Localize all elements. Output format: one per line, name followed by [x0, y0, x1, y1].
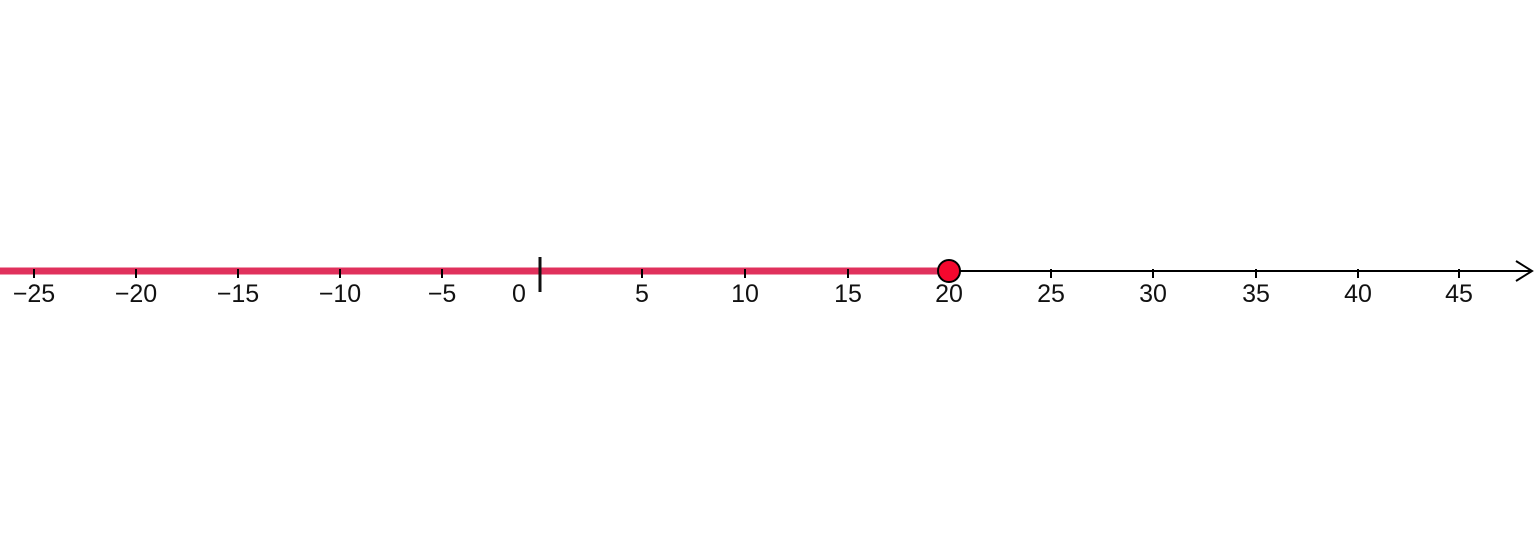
tick-label-45: 45 [1445, 280, 1473, 308]
tick-label-10: 10 [731, 280, 759, 308]
tick-label-40: 40 [1344, 280, 1372, 308]
tick-label-neg10: −10 [319, 280, 361, 308]
tick-label-neg15: −15 [217, 280, 259, 308]
endpoint-group[interactable] [937, 259, 961, 283]
tick-label-20: 20 [935, 280, 963, 308]
tick-label-neg5: −5 [428, 280, 457, 308]
axis-arrow-right-icon [1515, 260, 1534, 282]
tick-marks-over-ray-group [33, 269, 950, 278]
tick-label-neg20: −20 [115, 280, 157, 308]
tick-labels-group: −25 −20 −15 −10 −5 0 5 10 15 20 25 30 35 40 45 [13, 280, 1473, 308]
tick-marks-group [1050, 269, 1460, 278]
tick-label-15: 15 [834, 280, 862, 308]
tick-label-5: 5 [635, 280, 649, 308]
tick-label-0: 0 [512, 280, 526, 308]
tick-label-neg25: −25 [13, 280, 55, 308]
tick-label-25: 25 [1037, 280, 1065, 308]
endpoint-closed-circle[interactable] [937, 259, 961, 283]
tick-label-35: 35 [1242, 280, 1270, 308]
tick-label-30: 30 [1139, 280, 1167, 308]
